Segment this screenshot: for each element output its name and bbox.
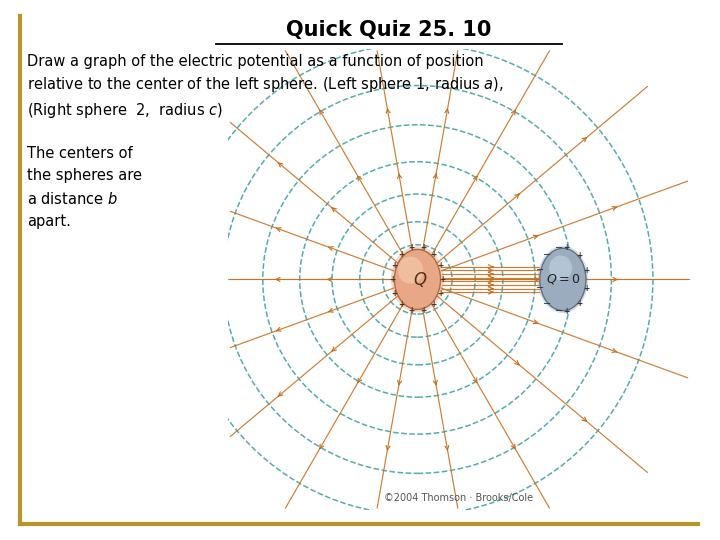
Ellipse shape — [540, 248, 586, 310]
Text: ©2004 Thomson · Brooks/Cole: ©2004 Thomson · Brooks/Cole — [384, 494, 534, 503]
Ellipse shape — [395, 249, 441, 309]
Text: +: + — [576, 251, 582, 260]
Ellipse shape — [549, 255, 572, 280]
Text: +: + — [409, 307, 415, 315]
Text: $Q$: $Q$ — [413, 270, 427, 289]
Text: +: + — [430, 300, 436, 309]
Text: +: + — [392, 289, 397, 298]
Text: +: + — [437, 261, 444, 270]
Text: +: + — [392, 261, 397, 270]
Text: +: + — [409, 244, 415, 252]
Text: Quick Quiz 25. 10: Quick Quiz 25. 10 — [286, 19, 492, 40]
Text: −: − — [555, 242, 563, 253]
Ellipse shape — [538, 246, 588, 313]
Text: +: + — [583, 284, 589, 293]
Text: −: − — [555, 306, 563, 316]
Text: −: − — [536, 284, 544, 293]
Text: +: + — [564, 243, 570, 252]
Ellipse shape — [398, 256, 423, 284]
Text: The centers of
the spheres are
a distance $b$
apart.: The centers of the spheres are a distanc… — [27, 146, 143, 229]
Text: +: + — [437, 289, 444, 298]
Text: +: + — [398, 249, 405, 259]
Text: +: + — [583, 266, 589, 275]
Text: +: + — [576, 299, 582, 308]
Text: +: + — [440, 275, 446, 284]
Text: +: + — [430, 249, 436, 259]
Ellipse shape — [391, 246, 444, 313]
Text: +: + — [420, 307, 426, 315]
Text: +: + — [420, 244, 426, 252]
Text: −: − — [543, 299, 551, 309]
Text: −: − — [536, 266, 544, 275]
Text: +: + — [564, 307, 570, 316]
Text: +: + — [389, 275, 395, 284]
Text: Draw a graph of the electric potential as a function of position
relative to the: Draw a graph of the electric potential a… — [27, 54, 504, 119]
Text: +: + — [398, 300, 405, 309]
Text: $Q=0$: $Q=0$ — [546, 273, 580, 286]
Text: −: − — [543, 250, 551, 260]
